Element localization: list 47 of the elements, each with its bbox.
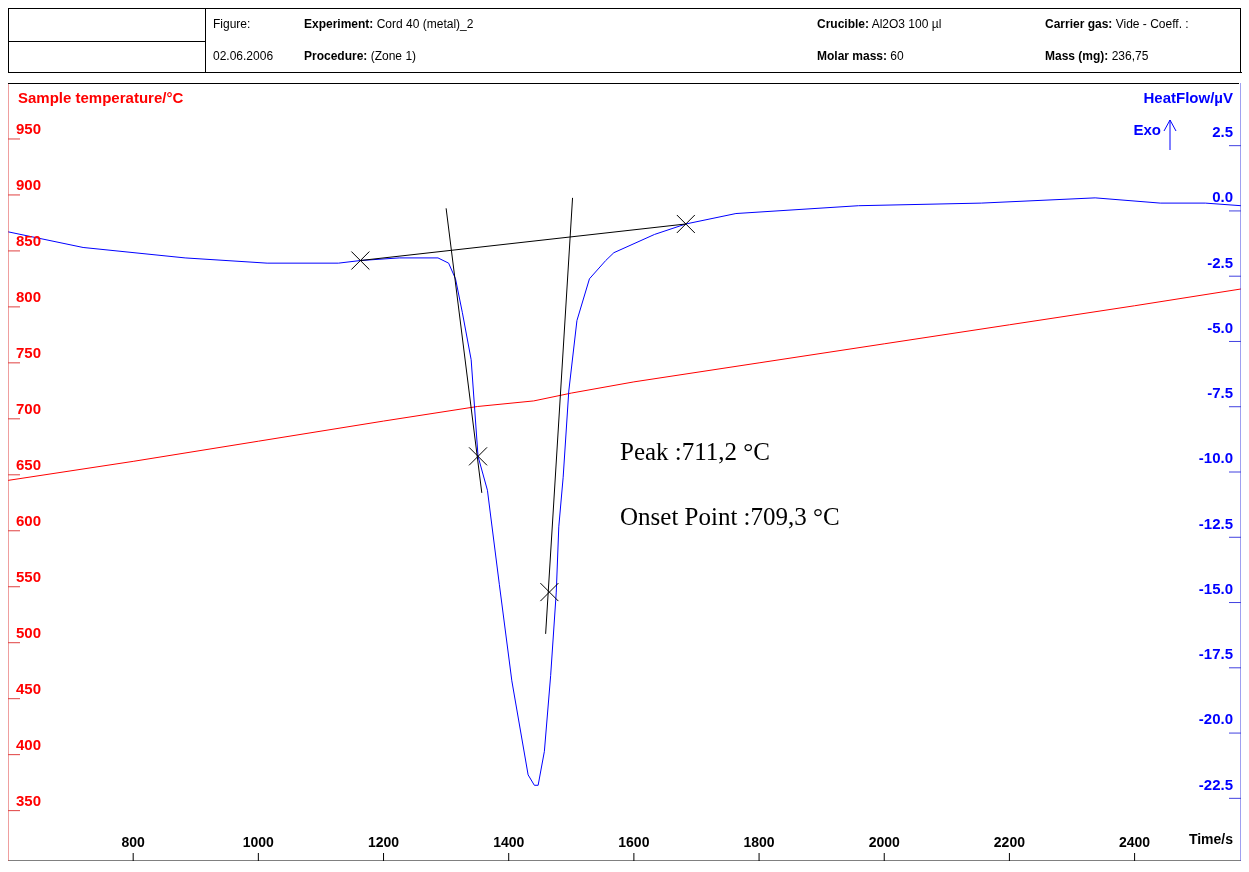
annotation: Onset Point :709,3 °C: [620, 503, 840, 531]
y-tick-label: 550: [16, 568, 42, 586]
y2-tick-label: -12.5: [1198, 514, 1233, 532]
text: Procedure: (Zone 1): [304, 49, 417, 63]
y-tick-label: 650: [16, 456, 42, 474]
y2-tick-label: -17.5: [1198, 645, 1233, 663]
y2-tick-label: -20.0: [1198, 710, 1233, 728]
x-tick-label: 1800: [743, 834, 775, 850]
y-tick-label: 900: [16, 176, 42, 194]
y-tick-label: 500: [16, 624, 42, 642]
x-tick-label: 2400: [1119, 834, 1151, 850]
y2-tick-label: -15.0: [1198, 579, 1233, 597]
y2-tick-label: -22.5: [1198, 775, 1233, 793]
x-tick-label: 1000: [242, 834, 275, 850]
y-axis-title: Sample temperature/°C: [18, 89, 184, 106]
y2-tick-label: -5.0: [1207, 318, 1233, 336]
y-tick-label: 700: [16, 400, 42, 418]
text: Experiment: Cord 40 (metal)_2: [304, 17, 474, 31]
y2-tick-label: -7.5: [1207, 384, 1233, 402]
x-tick-label: 2200: [993, 834, 1026, 850]
x-tick-label: 2000: [868, 834, 901, 850]
y-tick-label: 800: [16, 288, 42, 306]
text: 02.06.2006: [213, 49, 274, 63]
y2-tick-label: 2.5: [1212, 122, 1233, 140]
text: Crucible: Al2O3 100 µl: [817, 17, 942, 31]
y-tick-label: 350: [16, 791, 42, 809]
x-tick-label: 1600: [618, 834, 650, 850]
y2-tick-label: 0.0: [1212, 188, 1233, 206]
annotation: Peak :711,2 °C: [620, 438, 771, 466]
y2-tick-label: -2.5: [1207, 253, 1233, 271]
y2-tick-label: -10.0: [1198, 449, 1233, 467]
x-tick-label: 1200: [367, 834, 400, 850]
x-tick-label: 1400: [493, 834, 525, 850]
x-tick-label: 800: [121, 834, 146, 850]
annotation: Exo: [1133, 121, 1161, 138]
x-axis-title: Time/s: [1188, 831, 1233, 847]
y-tick-label: 400: [16, 735, 42, 753]
text: Carrier gas: Vide - Coeff. :: [1045, 17, 1189, 31]
y-tick-label: 950: [16, 120, 42, 138]
y-tick-label: 600: [16, 512, 42, 530]
text: Figure:: [213, 17, 251, 31]
text: Mass (mg): 236,75: [1045, 49, 1149, 63]
y-tick-label: 450: [16, 680, 42, 698]
y2-axis-title: HeatFlow/µV: [1143, 89, 1233, 106]
y-tick-label: 850: [16, 232, 42, 250]
text: Molar mass: 60: [817, 49, 904, 63]
y-tick-label: 750: [16, 344, 42, 362]
